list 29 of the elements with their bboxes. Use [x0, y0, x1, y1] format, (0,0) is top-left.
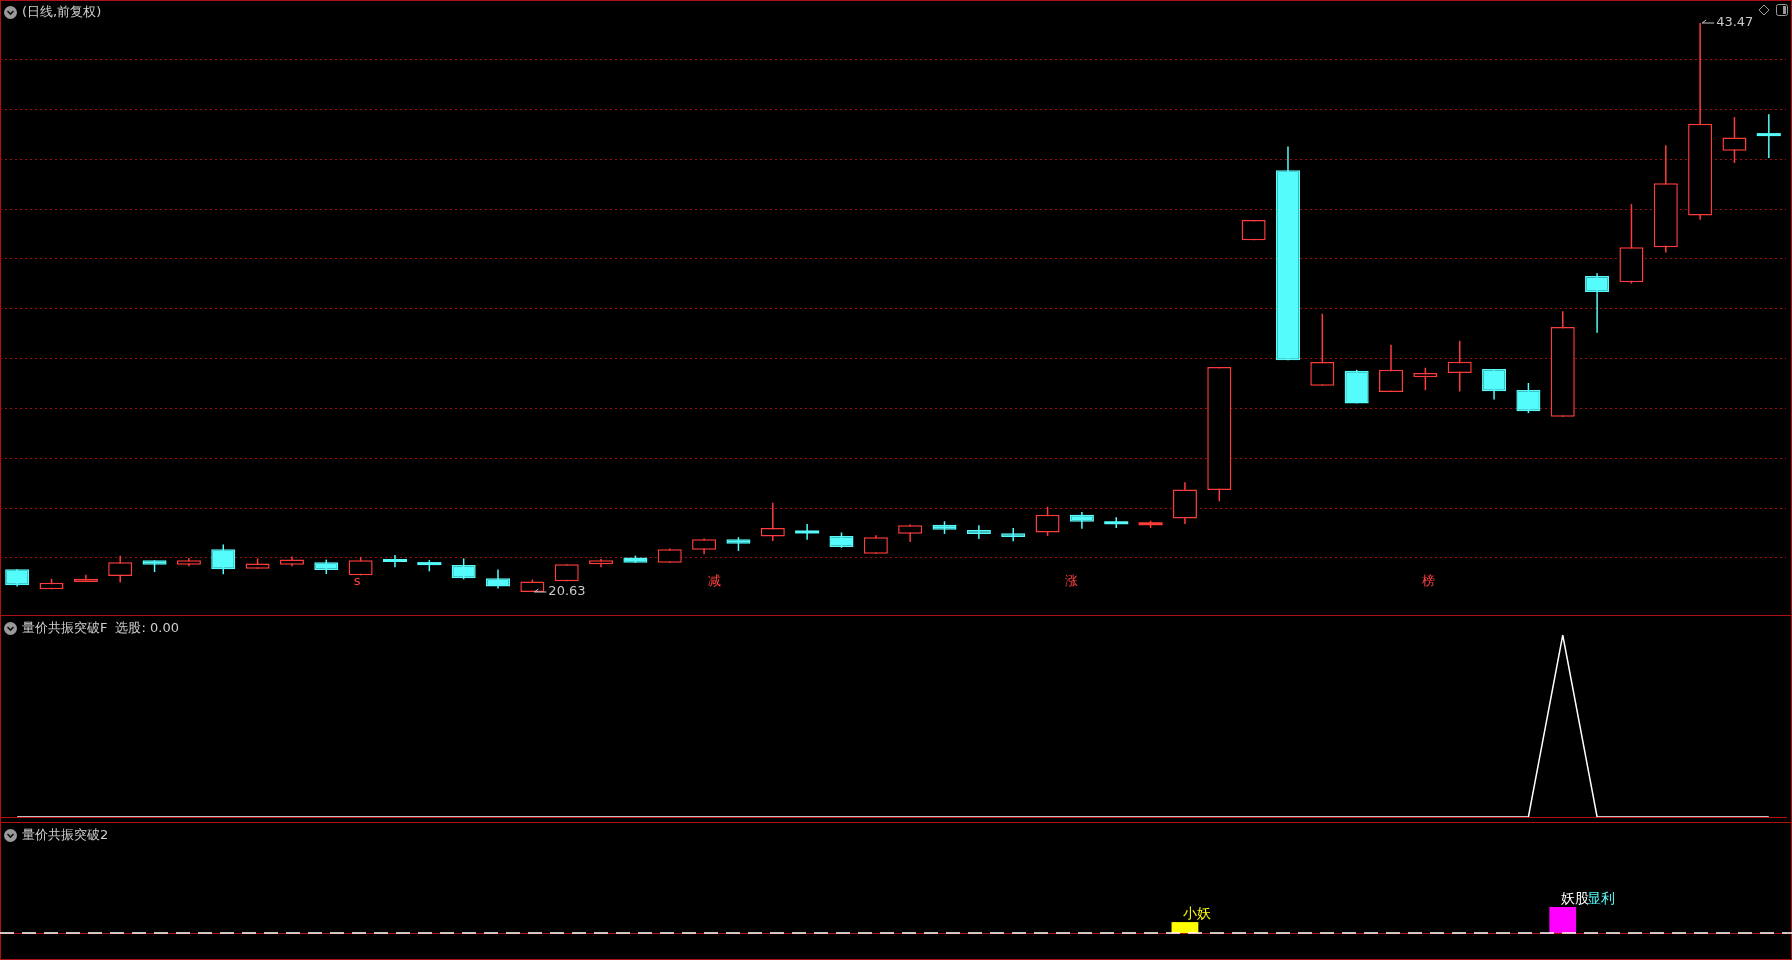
annotation: 减 — [707, 573, 721, 589]
candlestick — [1482, 368, 1507, 401]
text: 妖股 — [1560, 889, 1589, 906]
candlestick — [486, 568, 511, 590]
candlestick — [760, 502, 785, 542]
candlestick — [966, 524, 991, 540]
chart-title: 量价共振突破2 — [22, 826, 109, 844]
candlestick — [1585, 272, 1610, 334]
candlestick — [1379, 344, 1404, 393]
annotation: 43.47 — [1716, 14, 1754, 30]
annotation: 榜 — [1422, 573, 1436, 589]
candlestick — [1722, 116, 1747, 164]
annotation: 涨 — [1065, 573, 1079, 589]
annotation: 小妖 — [1182, 904, 1211, 921]
candlestick — [1310, 312, 1335, 387]
candlestick — [795, 523, 821, 541]
candlestick — [1516, 382, 1541, 414]
chart-title: (日线,前复权) — [22, 3, 102, 21]
candlestick — [1035, 506, 1060, 537]
chart-subtitle: 选股: 0.00 — [115, 619, 179, 637]
candlestick — [382, 554, 407, 569]
annotation: s — [353, 573, 361, 589]
candlestick — [1755, 113, 1781, 159]
candlestick — [211, 543, 236, 576]
chart-title: 量价共振突破F — [22, 619, 108, 637]
candlestick — [108, 554, 133, 584]
annotation: 20.63 — [548, 583, 586, 599]
candlestick — [1447, 340, 1472, 393]
candlestick — [451, 557, 476, 581]
